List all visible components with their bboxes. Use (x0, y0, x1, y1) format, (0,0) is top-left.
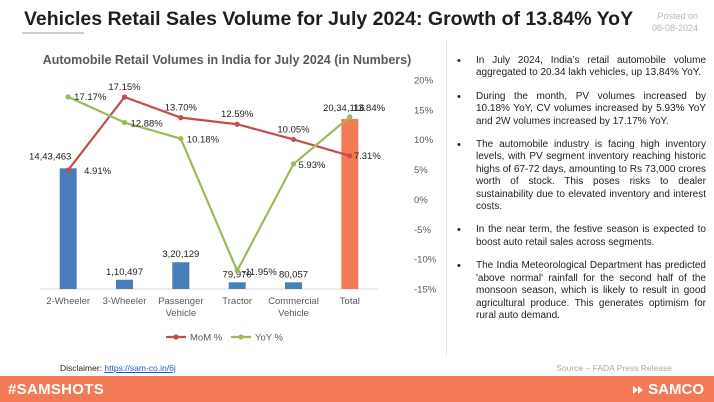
bullet-item: In the near term, the festive season is … (454, 224, 706, 249)
title-underline (22, 32, 84, 34)
series-point (65, 167, 71, 173)
legend-marker (173, 334, 179, 340)
right-axis-tick-label: 15% (414, 105, 434, 116)
series-point (178, 115, 184, 121)
series-point (121, 119, 128, 126)
series-data-label: 12.88% (131, 119, 164, 130)
series-data-label: -11.95% (242, 267, 277, 278)
category-label: Tractor (222, 296, 252, 307)
bullet-item: In July 2024, India’s retail automobile … (454, 55, 706, 80)
series-data-label: 7.31% (354, 151, 381, 162)
legend-marker (238, 334, 244, 340)
right-axis-tick-label: 0% (414, 195, 428, 206)
page-title: Vehicles Retail Sales Volume for July 20… (24, 8, 634, 30)
right-axis-tick-label: -5% (414, 225, 431, 236)
bar (172, 262, 190, 289)
series-data-label: 5.93% (299, 160, 326, 171)
right-axis-tick-label: 20% (414, 76, 434, 87)
series-data-label: 12.59% (221, 109, 254, 120)
series-data-label: 13.70% (165, 103, 198, 114)
series-point (290, 136, 297, 143)
right-axis-tick-label: 5% (414, 165, 428, 176)
brand-name: SAMCO (648, 381, 704, 398)
bar-value-label: 3,20,129 (162, 249, 199, 260)
series-data-label: 17.17% (74, 92, 107, 103)
series-data-label: 10.05% (277, 124, 310, 135)
hashtag-label: #SAMSHOTS (8, 381, 105, 398)
category-label: 2-Wheeler (46, 296, 90, 307)
disclaimer: Disclaimer: https://sam-co.in/6j (60, 363, 176, 373)
bullet-item: The automobile industry is facing high i… (454, 139, 706, 213)
bar-value-label: 80,057 (279, 269, 308, 280)
chart-title: Automobile Retail Volumes in India for J… (43, 53, 412, 67)
vertical-divider (446, 40, 447, 356)
posted-label: Posted on (657, 11, 698, 21)
legend-label: YoY % (255, 333, 284, 344)
source-note: Source – FADA Press Release (556, 363, 672, 373)
bullet-item: During the month, PV volumes increased b… (454, 91, 706, 128)
disclaimer-link[interactable]: https://sam-co.in/6j (104, 363, 176, 373)
series-point (234, 268, 240, 274)
samco-logo-icon (633, 385, 644, 394)
series-point (347, 153, 353, 159)
series-data-label: 4.91% (84, 166, 111, 177)
bar-value-label: 1,10,497 (106, 267, 143, 278)
bar-value-label: 14,43,463 (29, 151, 71, 162)
series-line (67, 95, 351, 274)
right-axis-tick-label: -15% (414, 285, 437, 296)
brand-logo: SAMCO (631, 381, 704, 398)
series-point (347, 114, 353, 120)
footer-bar: #SAMSHOTS SAMCO (0, 376, 714, 402)
category-label: Total (340, 296, 360, 307)
bar (116, 279, 133, 289)
series-point (178, 136, 184, 142)
right-axis-tick-label: -10% (414, 255, 437, 266)
bullet-item: The India Meteorological Department has … (454, 260, 706, 322)
category-label: 3-Wheeler (103, 296, 147, 307)
bar (228, 282, 246, 289)
series-point (234, 121, 240, 127)
category-label: Vehicle (166, 308, 197, 319)
series-data-label: 17.15% (108, 82, 141, 93)
posted-info: Posted on 08-08-2024 (652, 10, 698, 34)
bar (59, 168, 77, 289)
bar-value-label: 20,34,116 (323, 103, 365, 114)
series-data-label: 10.18% (187, 135, 220, 146)
key-points-list: In July 2024, India’s retail automobile … (454, 55, 706, 333)
series-point (121, 94, 128, 100)
category-label: Vehicle (278, 308, 309, 319)
series-point (290, 161, 297, 167)
bar (285, 282, 302, 289)
chart-container: Automobile Retail Volumes in India for J… (10, 40, 444, 356)
series-data-label: 13.84% (353, 103, 386, 114)
retail-volume-chart: Automobile Retail Volumes in India for J… (29, 53, 437, 344)
series-point (65, 94, 71, 100)
posted-date: 08-08-2024 (651, 23, 698, 33)
bar (341, 118, 359, 289)
right-axis-tick-label: 10% (414, 135, 434, 146)
category-label: Passenger (158, 296, 203, 307)
disclaimer-label: Disclaimer: (60, 363, 105, 373)
series-line (67, 95, 351, 171)
legend-label: MoM % (190, 333, 223, 344)
category-label: Commercial (268, 296, 319, 307)
bar-value-label: 79,970 (223, 269, 252, 280)
